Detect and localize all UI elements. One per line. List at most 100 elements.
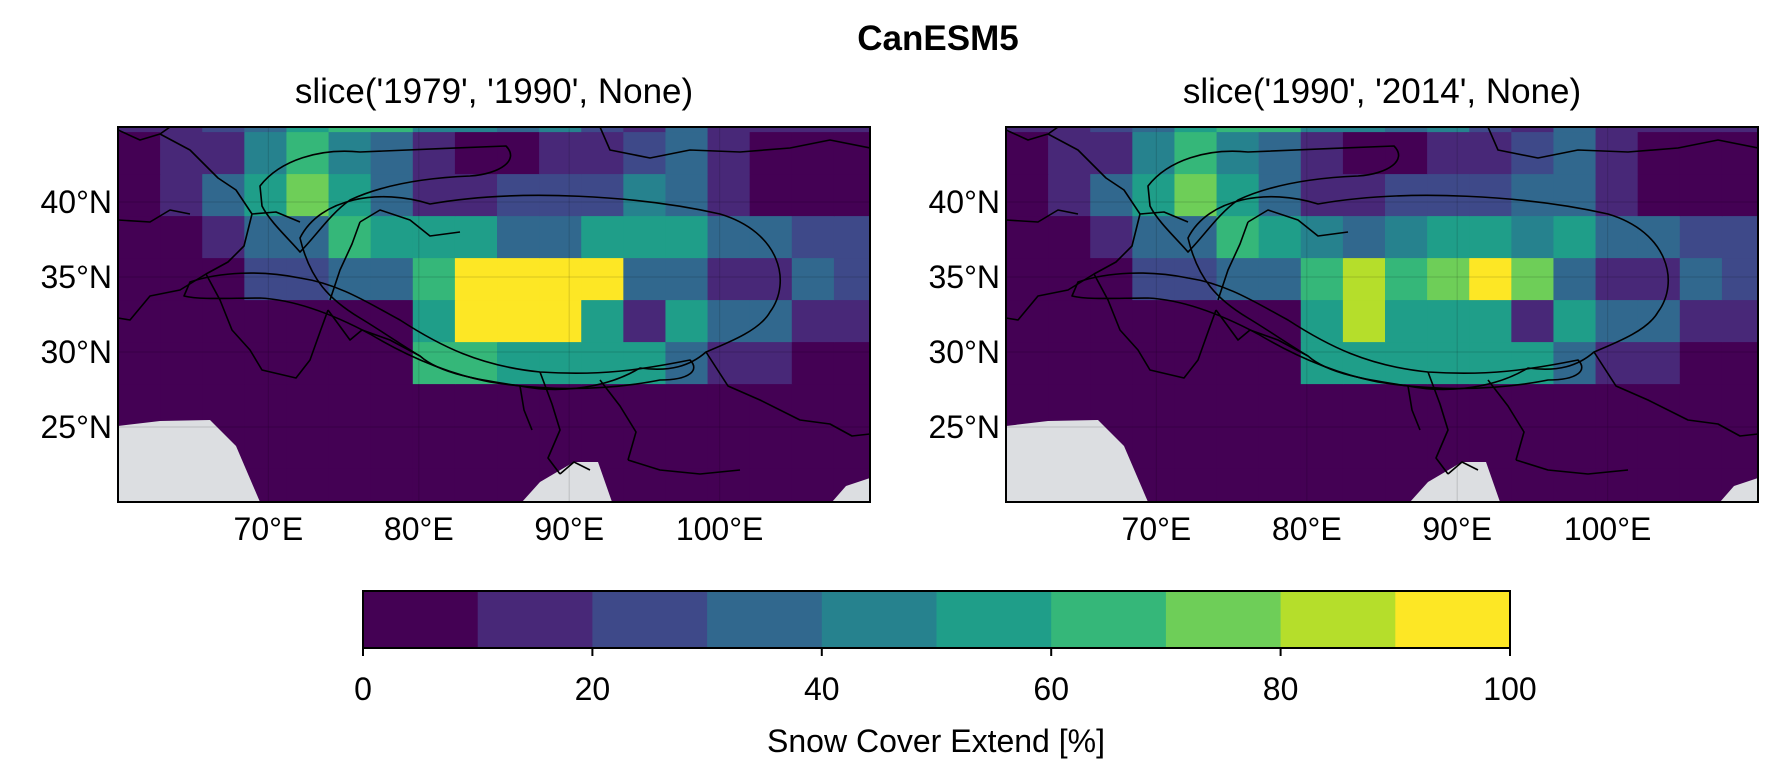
heatmap-cell (412, 131, 456, 175)
heatmap-cell (1721, 257, 1758, 301)
heatmap-cell (1342, 127, 1386, 133)
heatmap-cell (1385, 215, 1428, 259)
heatmap-cell (1511, 299, 1555, 343)
heatmap-cell (1385, 127, 1428, 133)
heatmap-cell (1553, 383, 1597, 427)
heatmap-cell (623, 299, 667, 343)
map-panel-1990-2014: slice('1990', '2014', None) 70°E 80°E 90°E… (929, 72, 1759, 547)
heatmap-cell (1258, 173, 1302, 217)
heatmap-cell (1511, 467, 1555, 502)
heatmap-cell (497, 127, 540, 133)
x-tick-label: 100°E (1564, 511, 1652, 547)
heatmap-cell (1553, 131, 1597, 175)
heatmap-cell (539, 127, 582, 133)
heatmap-cell (454, 467, 498, 502)
heatmap-cell (412, 341, 456, 385)
heatmap-cell (160, 127, 203, 133)
heatmap-cell (1006, 173, 1049, 217)
heatmap-cell (623, 215, 667, 259)
heatmap-cell (497, 215, 540, 259)
heatmap-cell (497, 341, 540, 385)
ocean-bay-of-bengal (1410, 462, 1500, 502)
heatmap-cell (328, 127, 372, 133)
heatmap-cell (1216, 127, 1260, 133)
heatmap-cell (1721, 341, 1758, 385)
heatmap-cell (370, 257, 414, 301)
heatmap-cell (1258, 467, 1302, 502)
heatmap-cell (1342, 299, 1386, 343)
heatmap-cell (1595, 383, 1639, 427)
heatmap-cell (749, 127, 793, 133)
heatmap-cell (1385, 341, 1428, 385)
heatmap-cell (1174, 173, 1218, 217)
heatmap-cell (1006, 127, 1007, 133)
x-tick-label: 80°E (384, 511, 454, 547)
heatmap-cell (286, 215, 330, 259)
heatmap-cell (370, 467, 414, 502)
heatmap-cell (118, 131, 119, 175)
himalaya-range-outline (183, 272, 695, 390)
heatmap-cell (202, 131, 245, 175)
heatmap-cell (1132, 131, 1176, 175)
heatmap-cell (581, 131, 624, 175)
y-tick-label: 40°N (41, 184, 113, 220)
heatmap-cell (370, 383, 414, 427)
heatmap-cell (1258, 383, 1302, 427)
heatmap-cell (1637, 341, 1681, 385)
colorbar-bin (1280, 591, 1396, 648)
heatmap-cell (1427, 257, 1470, 301)
gridlines (118, 127, 870, 502)
heatmap-cell (160, 215, 203, 259)
heatmap-cell (328, 173, 372, 217)
heatmap-cell (1595, 467, 1639, 502)
heatmap-cells (118, 127, 870, 502)
heatmap-cell (1258, 257, 1302, 301)
heatmap-cell (1216, 425, 1260, 469)
heatmap-cell (160, 341, 203, 385)
heatmap-cell (1132, 341, 1176, 385)
heatmap-cell (244, 299, 288, 343)
ocean-bay-of-bengal (522, 462, 612, 502)
heatmap-cell (1216, 467, 1260, 502)
heatmap-cell (1132, 257, 1176, 301)
panel-title: slice('1990', '2014', None) (1183, 72, 1581, 111)
heatmap-cell (1679, 215, 1723, 259)
heatmap-cell (707, 127, 751, 133)
heatmap-cell (665, 215, 709, 259)
heatmap-cell (1216, 215, 1260, 259)
heatmap-cell (118, 299, 161, 343)
heatmap-cell (539, 425, 582, 469)
heatmap-cell (1385, 467, 1428, 502)
heatmap-cell (749, 131, 793, 175)
heatmap-cell (623, 425, 667, 469)
heatmap-cell (1427, 299, 1470, 343)
colorbar: 0 20 40 60 80 100 Snow Cover Extend [%] (354, 590, 1537, 759)
heatmap-cell (1385, 131, 1428, 175)
heatmap-cell (286, 467, 330, 502)
heatmap-cell (1469, 257, 1512, 301)
heatmap-cell (539, 257, 582, 301)
heatmap-cell (286, 127, 330, 133)
ocean-arabian-sea (1006, 420, 1148, 502)
heatmap-cell (1511, 173, 1555, 217)
tianshan-range-outline (259, 145, 512, 253)
heatmap-cell (1258, 127, 1302, 133)
heatmap-cell (1469, 341, 1512, 385)
heatmap-cell (1006, 383, 1049, 427)
heatmap-cell (202, 215, 245, 259)
heatmap-cell (1006, 215, 1049, 259)
heatmap-cell (833, 257, 870, 301)
heatmap-cell (1637, 215, 1681, 259)
heatmap-cell (1216, 173, 1260, 217)
heatmap-cell (370, 131, 414, 175)
heatmap-cell (1300, 257, 1344, 301)
heatmap-cell (749, 215, 793, 259)
heatmap-cell (1342, 257, 1386, 301)
colorbar-bin (363, 591, 479, 648)
heatmap-cell (791, 467, 835, 502)
heatmap-cell (1385, 299, 1428, 343)
y-tick-label: 25°N (41, 409, 113, 445)
heatmap-cell (833, 299, 870, 343)
heatmap-cell (1553, 425, 1597, 469)
heatmap-cell (665, 383, 709, 427)
